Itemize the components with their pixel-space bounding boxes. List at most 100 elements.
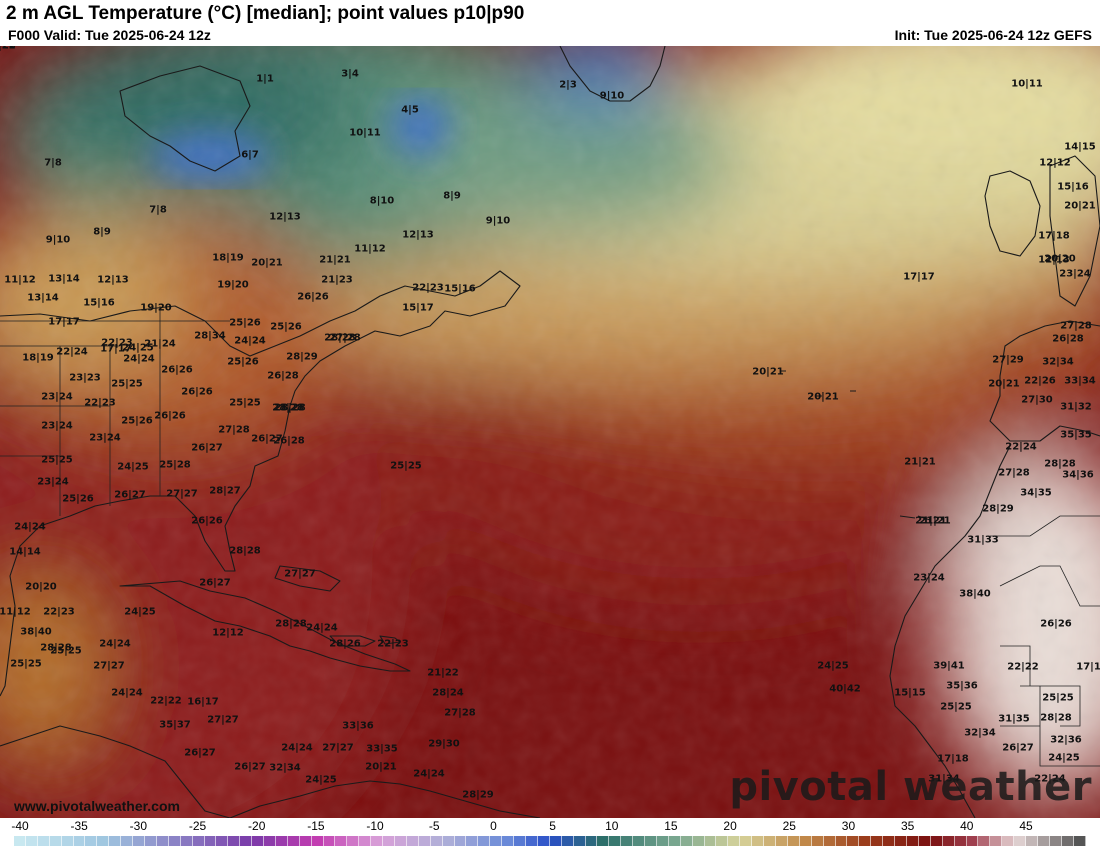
legend-color-step [264,836,276,846]
point-value: 39|41 [933,660,965,672]
point-value: 26|28 [273,435,305,447]
point-value: 13|14 [48,273,80,285]
point-value: 24|25 [122,342,154,354]
point-value: 21|22 [427,667,459,679]
legend-color-step [811,836,824,846]
legend-tick-label: 10 [605,819,619,833]
point-value: 8|9 [93,226,111,238]
point-value: 15|16 [83,297,115,309]
point-value: 28|27 [209,485,241,497]
legend-tick-label: -5 [428,819,440,833]
point-value: 20|20 [25,581,57,593]
point-value: 6|7 [241,149,259,161]
legend-color-step [144,836,157,846]
point-value: 26|26 [181,386,213,398]
point-value: 15|17 [402,302,434,314]
legend-color-step [1002,836,1015,846]
point-value: 33|35 [366,743,398,755]
point-value: 28|28 [1040,712,1072,724]
point-value: 28|29 [462,789,494,801]
legend-colorbar [14,836,1086,846]
point-value: 24|24 [14,521,46,533]
point-value: 12|12 [212,627,244,639]
map-texture [0,46,1100,818]
legend-color-step [847,836,860,846]
point-value: 28|24 [432,687,464,699]
legend-color-step [1037,836,1050,846]
legend-tick-label: 25 [782,819,796,833]
point-value: 15|16 [444,283,476,295]
site-url[interactable]: www.pivotalweather.com [14,798,180,814]
point-value: 27|27 [166,488,198,500]
point-value: 34|36 [1062,469,1094,481]
legend-color-step [430,836,443,846]
point-value: 22|23 [84,397,116,409]
point-value: 17|18 [1038,230,1070,242]
point-value: 24|24 [99,638,131,650]
legend-color-step [823,836,836,846]
point-value: 18|19 [22,352,54,364]
point-value: 32|34 [1042,356,1074,368]
point-value: 26|26 [297,291,329,303]
legend-color-step [549,836,562,846]
temperature-map[interactable]: 1|1 3|4 2|3 9|10 10|11 7|8 6|7 10|11 4|5 14|15 12|… [0,46,1100,818]
legend-color-step [787,836,800,846]
point-value: 17|17 [100,343,132,355]
point-value: 28|34 [194,330,226,342]
point-value: 21|21 [919,515,951,527]
point-value: 22|23 [412,282,444,294]
point-value: 11|12 [0,606,31,618]
point-value: 23|24 [913,572,945,584]
legend-color-step [228,836,241,846]
point-value: 21|24 [144,338,176,350]
point-value: 22|22 [1007,661,1039,673]
legend-color-step [645,836,657,846]
point-value: 25|27 [0,46,16,52]
point-value: 21|23 [321,274,353,286]
point-value: 24|24 [234,335,266,347]
legend-color-step [680,836,693,846]
point-value: 31|32 [1060,401,1092,413]
legend-tick-label: 35 [900,819,915,833]
legend-color-step [121,836,134,846]
point-value: 26|27 [114,489,146,501]
point-value: 21|21 [915,515,947,527]
point-value: 26|26 [1040,618,1072,630]
point-value: 24|24 [123,353,155,365]
point-value: 21|22 [0,46,16,52]
point-value: 21|21 [904,456,936,468]
legend-color-step [25,836,38,846]
point-value: 20|21 [807,391,839,403]
point-value: 23|24 [1059,268,1091,280]
point-value: 17|17 [48,316,80,328]
legend-tick-label: -40 [11,819,29,833]
legend-color-step [168,836,181,846]
point-value: 17|17 [1076,661,1100,673]
point-value: 28|28 [274,402,306,414]
point-value: 12|13 [1038,254,1070,266]
point-value: 20|20 [1044,253,1076,265]
legend-color-step [359,836,372,846]
legend-tick-label: 15 [664,819,678,833]
point-value: 23|23 [69,372,101,384]
borders [0,306,1100,767]
point-value: 27|28 [998,467,1030,479]
legend-color-step [478,836,491,846]
point-value: 24|24 [281,742,313,754]
legend-tick-label: -15 [307,819,325,833]
point-value: 27|27 [207,714,239,726]
point-value: 7|8 [44,157,62,169]
point-value: 25|26 [121,415,153,427]
point-value: 4|5 [401,104,419,116]
legend-color-step [930,836,943,846]
legend-color-step [704,836,717,846]
legend-color-step [954,836,967,846]
point-value: 24|25 [117,461,149,473]
legend-color-step [621,836,634,846]
point-value: 28|28 [324,332,356,344]
point-value: 25|25 [229,397,261,409]
point-value: 27|29 [992,354,1024,366]
legend-color-step [514,836,526,846]
legend-color-step [799,836,812,846]
color-legend: -40 -35 -30 -25 -20 -15 -10 -5 0 5 10 15 20 25 30 35 40 4… [0,818,1100,850]
